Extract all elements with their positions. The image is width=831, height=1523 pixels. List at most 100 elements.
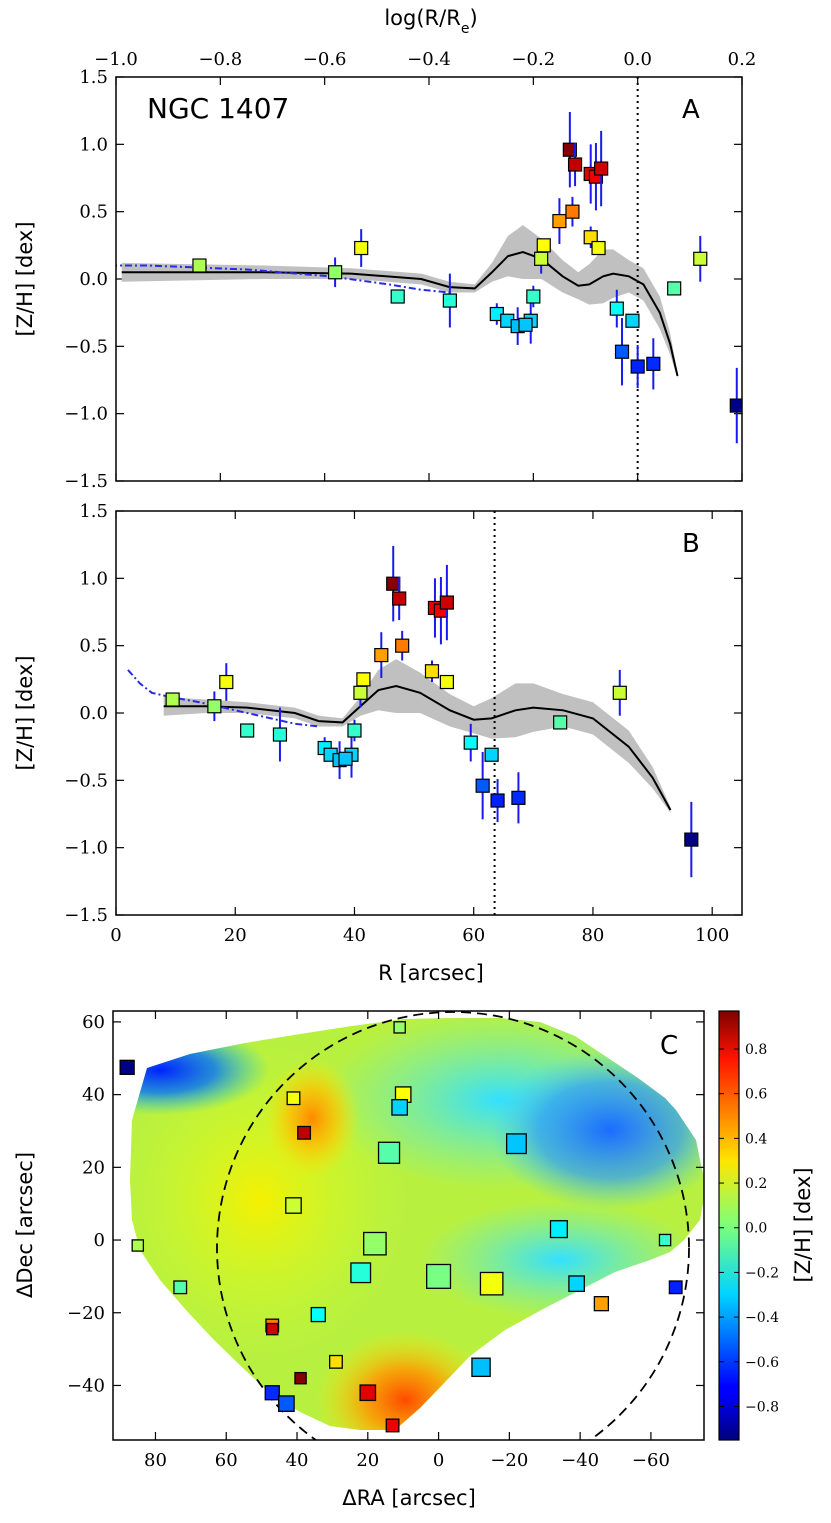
data-point xyxy=(354,240,369,256)
data-point xyxy=(625,313,640,328)
data-point xyxy=(350,1262,372,1284)
data-point xyxy=(553,715,568,730)
inner-profile-dashdot xyxy=(127,669,319,728)
data-point xyxy=(490,793,505,808)
data-point xyxy=(207,699,222,714)
y-tick-label: 1.0 xyxy=(79,134,108,155)
data-points xyxy=(192,112,742,444)
data-point xyxy=(442,293,457,308)
data-point xyxy=(386,576,401,591)
data-point xyxy=(526,289,541,304)
y-axis-label-c: ΔDec [arcsec] xyxy=(13,1152,37,1298)
data-point xyxy=(192,258,207,273)
panel-letter-c: C xyxy=(660,1031,678,1061)
y-tick-label: −0.5 xyxy=(64,770,108,791)
colorbar-tick-label: 0.4 xyxy=(745,1131,767,1147)
data-point xyxy=(668,1280,683,1295)
colorbar-tick-label: −0.2 xyxy=(745,1265,779,1281)
colorbar-tick-label: −0.8 xyxy=(745,1399,779,1415)
data-point xyxy=(395,638,410,653)
data-point xyxy=(568,1275,585,1293)
data-point xyxy=(426,1263,452,1289)
y-tick-label: 40 xyxy=(82,1085,105,1106)
data-point xyxy=(294,1371,307,1385)
data-point xyxy=(471,1357,491,1378)
y-axis-label-b: [Z/H] [dex] xyxy=(13,655,37,770)
data-point xyxy=(439,595,454,610)
data-point xyxy=(377,1141,401,1164)
colorbar-tick-label: −0.6 xyxy=(745,1355,779,1371)
data-point xyxy=(390,289,405,304)
data-point xyxy=(667,281,682,296)
data-points xyxy=(165,546,699,878)
data-point xyxy=(173,1280,188,1295)
data-point xyxy=(356,672,371,687)
plot-frame xyxy=(115,76,743,482)
colorbar-tick-label: 0.6 xyxy=(745,1087,767,1103)
y-tick-label: 0.0 xyxy=(79,703,108,724)
x-axis-label-c: ΔRA [arcsec] xyxy=(342,1486,476,1510)
data-point xyxy=(391,1098,409,1116)
x-tick-label: 0 xyxy=(433,1450,444,1471)
data-point xyxy=(165,692,180,707)
y-tick-label: −1.0 xyxy=(64,838,108,859)
data-point xyxy=(658,1233,672,1247)
x-tick-label: 0 xyxy=(110,925,121,946)
data-point xyxy=(567,157,583,172)
data-point xyxy=(439,674,454,690)
data-point xyxy=(612,685,627,700)
panel-b: 1.5 1.0 0.5 0.0 −0.5 −1.0 −1.50 20 40 60 80 100 B R… xyxy=(13,501,743,985)
data-point xyxy=(272,727,288,742)
data-point xyxy=(646,356,661,371)
data-point xyxy=(505,1133,527,1155)
x-tick-label: −0.2 xyxy=(511,49,555,70)
hot-spot xyxy=(315,1330,495,1430)
data-point xyxy=(463,735,478,750)
data-point xyxy=(534,251,549,266)
x-tick-label: 100 xyxy=(695,925,729,946)
plot-frame xyxy=(115,510,743,916)
data-point xyxy=(329,1354,343,1369)
y-tick-label: −1.5 xyxy=(64,905,108,926)
colorbar-label: [Z/H] [dex] xyxy=(791,1167,815,1282)
data-point xyxy=(119,1059,135,1076)
x-tick-label: −20 xyxy=(490,1450,528,1471)
data-point xyxy=(297,1125,312,1140)
data-point xyxy=(285,1197,302,1214)
data-point xyxy=(479,1271,504,1296)
panel-a: 1.5 1.0 0.5 0.0 −0.5 −1.0 −1.5 −1.0 −0.8 −0.6 −0.4… xyxy=(13,6,757,492)
data-point xyxy=(484,747,499,762)
data-point xyxy=(729,398,742,413)
x-tick-label: 20 xyxy=(356,1450,379,1471)
galaxy-label: NGC 1407 xyxy=(147,92,289,125)
data-point xyxy=(374,647,389,663)
x-tick-label: −0.4 xyxy=(407,49,451,70)
x-tick-label: −60 xyxy=(632,1450,670,1471)
y-tick-label: 60 xyxy=(82,1012,105,1033)
y-tick-label: −0.5 xyxy=(64,336,108,357)
data-point xyxy=(264,1385,280,1401)
data-point xyxy=(278,1395,295,1412)
y-tick-label: 1.0 xyxy=(79,568,108,589)
x-tick-label: −0.8 xyxy=(198,49,242,70)
plot-frame xyxy=(112,1010,705,1441)
blue-region xyxy=(490,1050,704,1210)
inner-profile-dashdot xyxy=(116,264,450,294)
y-tick-label: −20 xyxy=(67,1303,105,1324)
data-point xyxy=(131,1239,145,1252)
data-point xyxy=(424,664,440,679)
data-point xyxy=(536,238,551,253)
y-tick-label: 1.5 xyxy=(79,67,108,88)
y-tick-label: −40 xyxy=(67,1375,105,1396)
x-tick-label: 80 xyxy=(581,925,604,946)
data-point xyxy=(684,832,699,847)
top-axis-label: log(R/Re) xyxy=(384,6,477,37)
y-tick-label: −1.5 xyxy=(64,471,108,492)
panel-c: 80 60 40 20 0 −20 −40 −60 60 40 20 0 −20 −40 C ΔRA [a… xyxy=(13,1010,815,1510)
x-tick-label: 20 xyxy=(224,925,247,946)
data-point xyxy=(591,240,606,256)
x-tick-label: 0.2 xyxy=(728,49,757,70)
colorbar-tick-label: −0.4 xyxy=(745,1310,779,1326)
y-tick-label: 1.5 xyxy=(79,501,108,522)
panel-letter-a: A xyxy=(682,95,700,125)
